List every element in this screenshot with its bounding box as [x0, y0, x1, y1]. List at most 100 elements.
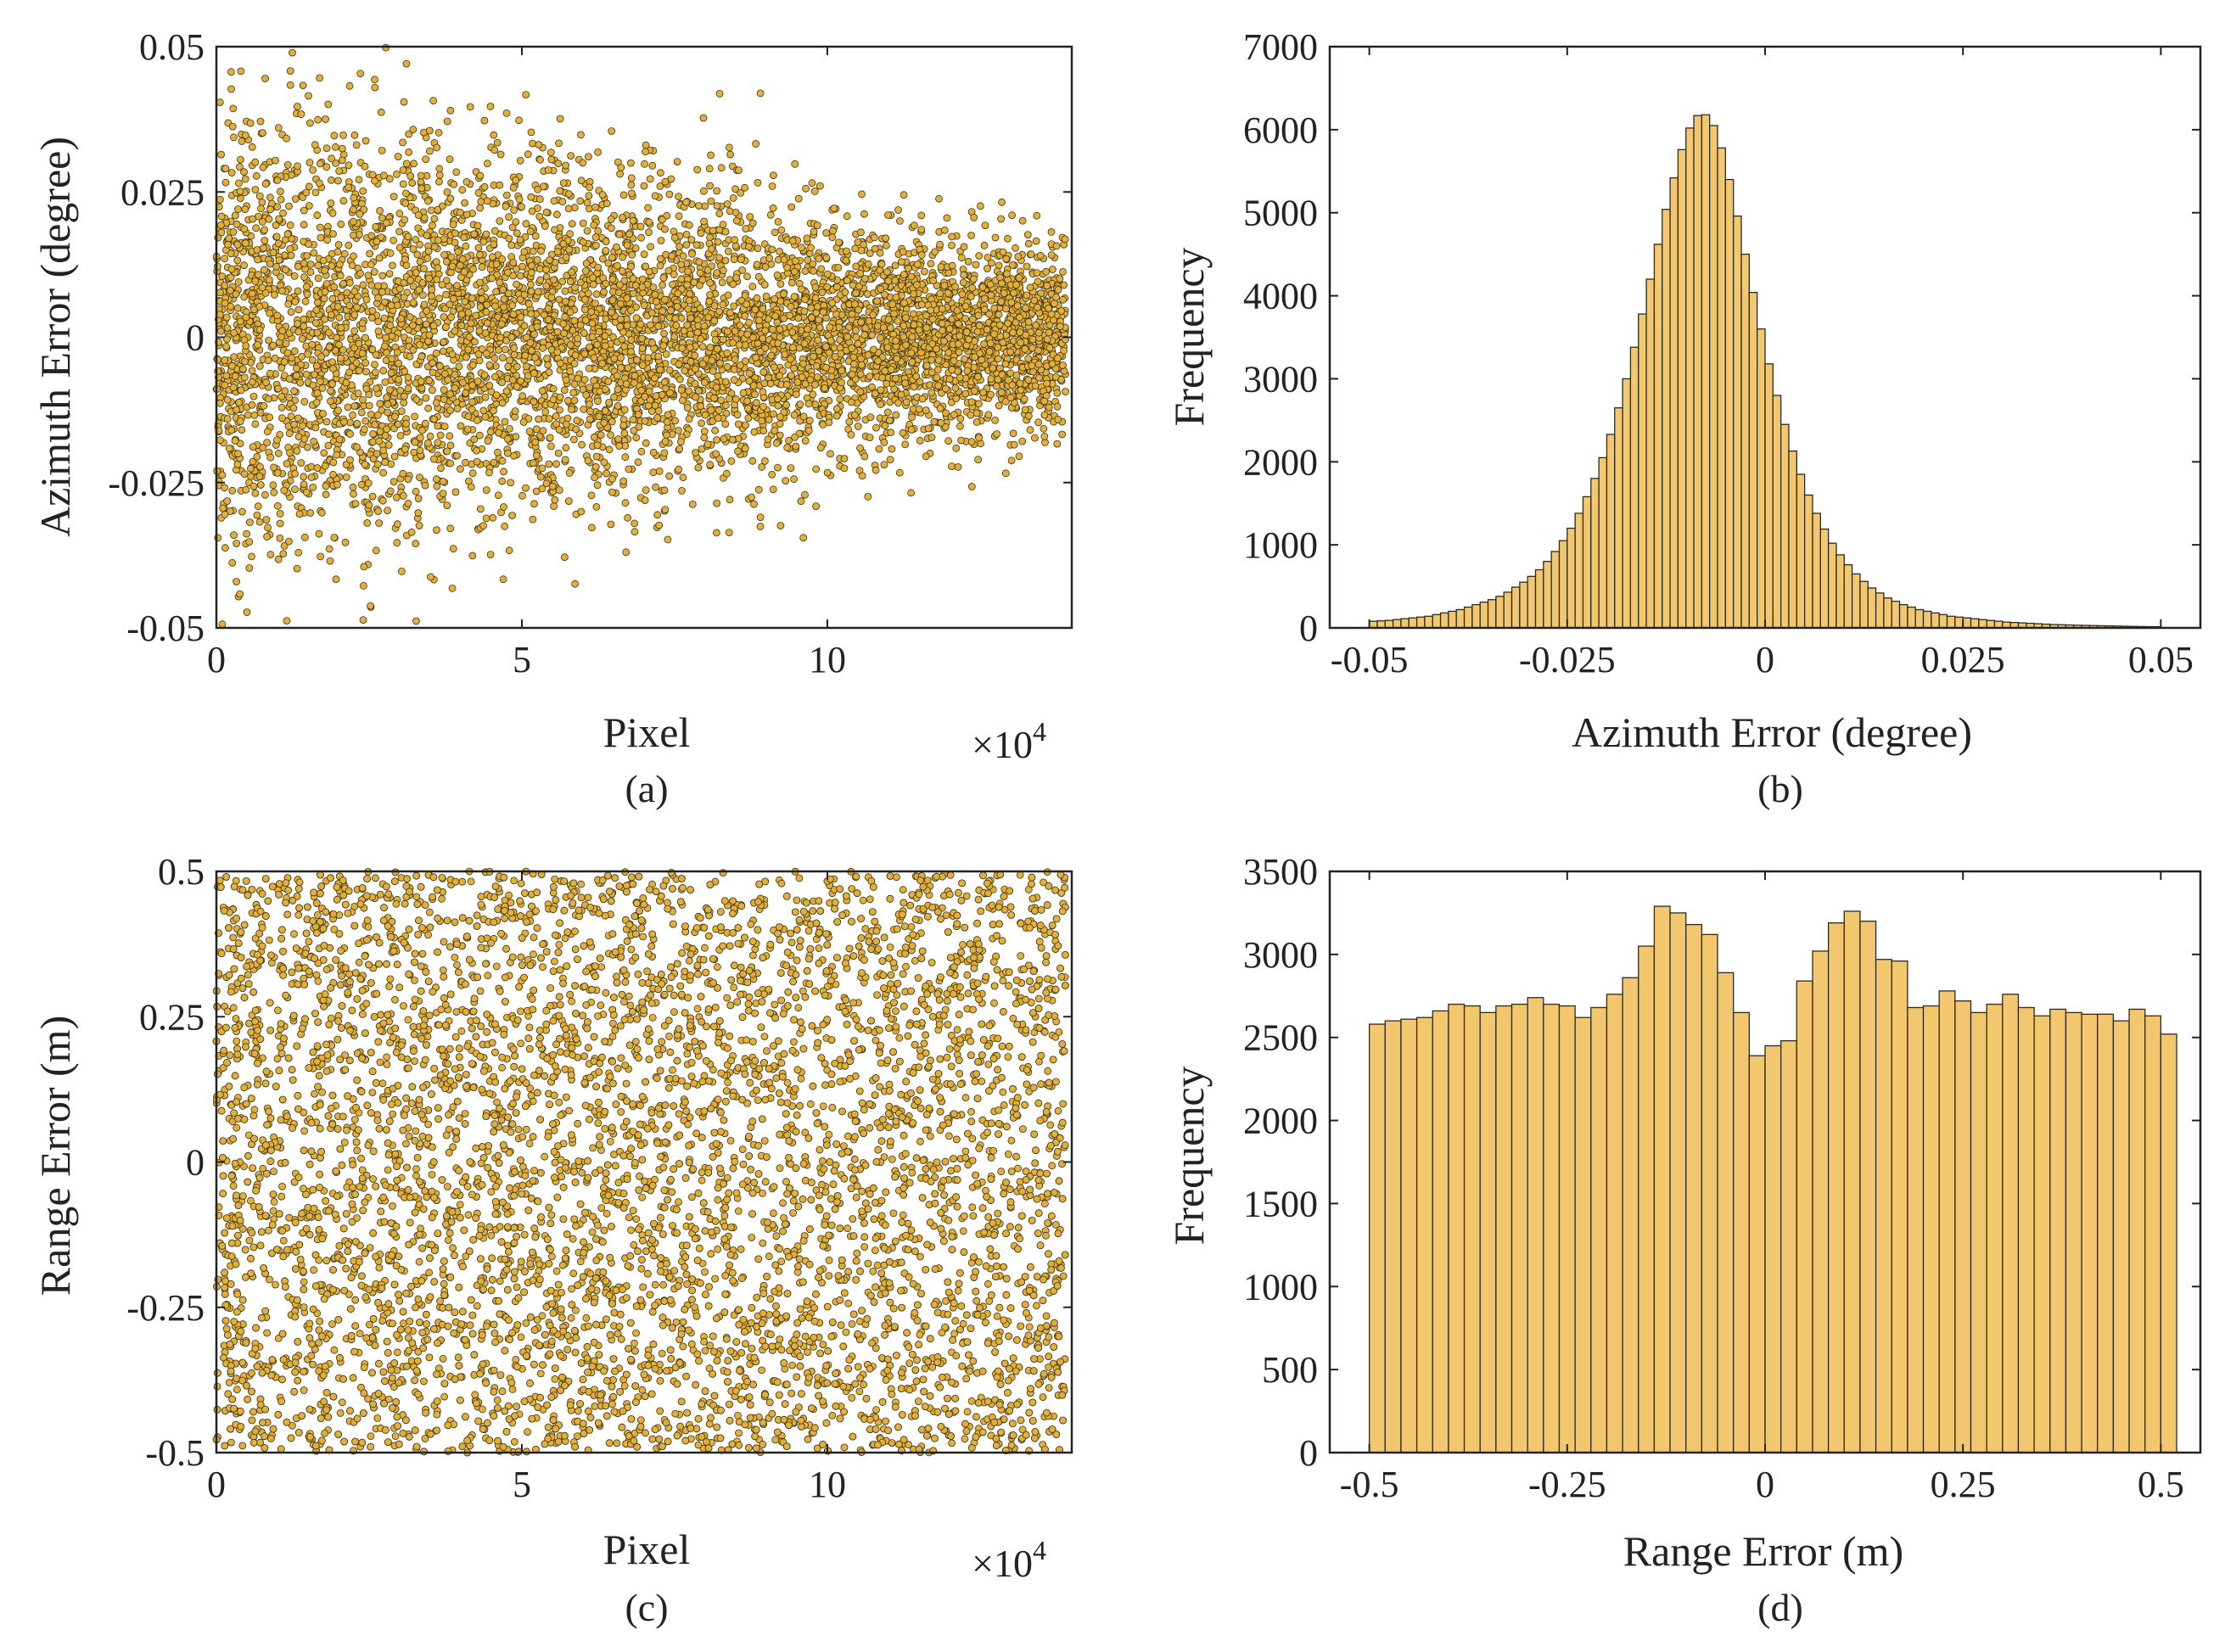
- panel-a-scatter-point: [286, 81, 294, 89]
- panel-a-scatter-point: [485, 361, 494, 369]
- panel-a-scatter-point: [725, 529, 733, 536]
- panel-a-scatter-point: [434, 439, 442, 446]
- panel-a-scatter-point: [303, 290, 311, 299]
- panel-a-scatter-point: [644, 204, 652, 212]
- panel-a-scatter-point: [607, 216, 615, 223]
- panel-a-scatter-point: [721, 420, 730, 428]
- panel-a-scatter-point: [977, 202, 984, 210]
- panel-a-scatter-point: [816, 182, 824, 190]
- panel-a-scatter-point: [1004, 234, 1012, 243]
- panel-a-scatter-point: [524, 150, 532, 159]
- panel-a-scatter-point: [723, 200, 731, 208]
- panel-a-scatter-point: [428, 386, 436, 395]
- panel-a-scatter-point: [894, 316, 902, 325]
- panel-a-scatter-point: [1031, 434, 1039, 442]
- panel-a-scatter-point: [586, 407, 594, 416]
- panel-a-scatter-point: [673, 158, 681, 166]
- panel-a-scatter-point: [981, 221, 989, 230]
- panel-a-scatter-point: [608, 488, 616, 496]
- panel-a-scatter-point: [305, 159, 314, 167]
- panel-a-scatter-point: [928, 434, 936, 441]
- panel-a-scatter-point: [371, 76, 378, 84]
- panel-a-scatter-point: [622, 548, 631, 557]
- panel-a-scatter-point: [276, 519, 284, 528]
- panel-a-scatter-point: [490, 146, 499, 154]
- panel-a-scatter-point: [1058, 430, 1066, 439]
- panel-a-scatter-point: [991, 416, 999, 424]
- panel-a-scatter-point: [408, 179, 417, 188]
- panel-a-scatter-point: [307, 473, 316, 481]
- panel-a-scatter-point: [665, 472, 674, 480]
- panel-a-scatter-point: [502, 387, 511, 395]
- panel-a-scatter-point: [290, 347, 299, 356]
- panel-a-scatter-point: [251, 158, 260, 166]
- panel-a-scatter-point: [334, 240, 343, 249]
- panel-a-scatter-point: [291, 485, 299, 493]
- panel-a-scatter-point: [333, 248, 342, 256]
- panel-a-scatter-point: [383, 425, 391, 434]
- panel-a-scatter-point: [365, 501, 373, 509]
- panel-a-scatter-point: [327, 176, 335, 184]
- panel-a-scatter-point: [420, 300, 429, 309]
- panel-a-scatter-point: [337, 294, 345, 302]
- panel-a-scatter-point: [425, 126, 434, 135]
- panel-a-scatter-point: [1034, 418, 1042, 427]
- panel-a-scatter-point: [301, 297, 310, 305]
- panel-a-scatter-point: [718, 278, 726, 287]
- panel-a-scatter-point: [570, 204, 579, 212]
- panel-a-scatter-point: [838, 367, 846, 375]
- panel-a-scatter-point: [532, 451, 541, 460]
- panel-a-scatter-point: [594, 397, 602, 406]
- panel-a-scatter-point: [860, 331, 869, 339]
- panel-a-scatter-point: [324, 100, 333, 109]
- panel-a-scatter-point: [1062, 388, 1069, 395]
- panel-a-scatter-point: [649, 448, 658, 456]
- panel-a-scatter-point: [631, 519, 639, 528]
- panel-a-scatter-point: [714, 414, 722, 423]
- panel-a-scatter-point: [858, 190, 866, 199]
- panel-a-scatter-point: [462, 458, 469, 467]
- panel-a-scatter-point: [883, 241, 890, 249]
- panel-a-scatter-point: [496, 181, 504, 189]
- panel-a-scatter-point: [767, 351, 776, 360]
- panel-a-scatter-point: [801, 267, 810, 275]
- panel-a-scatter-point: [790, 475, 798, 484]
- panel-a-scatter-point: [555, 139, 563, 148]
- panel-a-scatter-point: [870, 345, 877, 354]
- panel-a-scatter-point: [700, 434, 709, 442]
- panel-a-scatter-point: [602, 246, 610, 255]
- panel-a-scatter-point: [535, 195, 544, 204]
- panel-a-scatter-point: [351, 500, 360, 507]
- panel-a-scatter-point: [951, 384, 960, 392]
- panel-a-scatter-point: [284, 300, 293, 308]
- panel-a-scatter-point: [527, 193, 535, 201]
- panel-a-scatter-point: [802, 184, 810, 193]
- panel-a-scatter-point: [261, 226, 269, 234]
- panel-a-scatter-point: [216, 98, 224, 107]
- panel-a-scatter-point: [667, 306, 675, 315]
- panel-a-scatter-point: [330, 132, 339, 140]
- panel-a-scatter-point: [440, 386, 448, 394]
- panel-a-scatter-point: [513, 265, 520, 273]
- panel-a-scatter-point: [693, 165, 702, 174]
- panel-a-scatter-point: [723, 362, 731, 371]
- panel-a-scatter-point: [366, 249, 374, 258]
- panel-a-scatter-point: [911, 221, 918, 230]
- panel-a-scatter-point: [788, 237, 797, 245]
- panel-a-scatter-point: [698, 276, 707, 284]
- panel-a-scatter-point: [469, 265, 478, 273]
- panel-a-scatter-point: [285, 202, 293, 210]
- panel-a-scatter-point: [745, 369, 754, 378]
- panel-a-scatter-point: [646, 175, 654, 183]
- panel-a-scatter-point: [500, 503, 507, 511]
- panel-a-scatter-point: [880, 461, 888, 468]
- panel-a-scatter-point: [386, 386, 394, 394]
- panel-a-scatter-point: [822, 363, 830, 372]
- panel-a-scatter-point: [311, 371, 318, 378]
- panel-a-scatter-point: [322, 490, 330, 499]
- panel-a-scatter-point: [591, 300, 599, 308]
- panel-a-scatter-point: [567, 152, 575, 160]
- panel-a-scatter-point: [640, 250, 648, 259]
- panel-a-scatter-point: [486, 103, 495, 110]
- panel-a-scatter-point: [637, 447, 646, 456]
